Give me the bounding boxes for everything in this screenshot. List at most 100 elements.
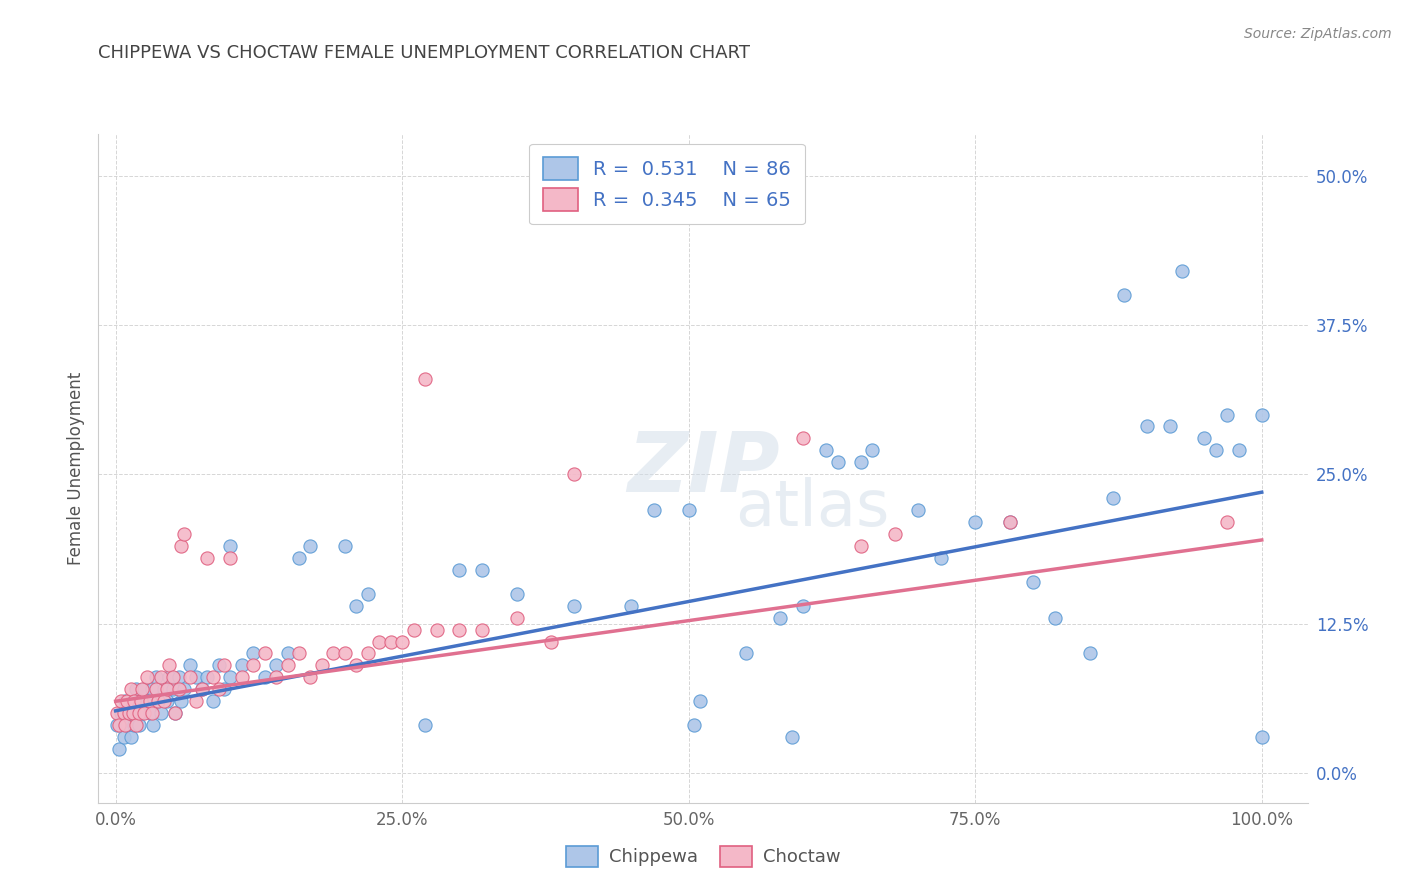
Point [1194,432,1216,446]
Point [108,718,131,732]
Point [127,706,149,721]
Point [184,670,207,684]
Point [128,706,150,721]
Point [1250,408,1272,422]
Point [449,563,471,577]
Point [620,599,643,613]
Point [277,647,299,661]
Point [402,623,425,637]
Point [179,670,201,684]
Point [1205,443,1227,458]
Point [105,718,128,732]
Point [219,539,242,553]
Point [1227,443,1250,458]
Point [179,658,201,673]
Point [449,623,471,637]
Point [827,455,849,469]
Point [162,670,184,684]
Point [1170,264,1192,278]
Point [1045,610,1067,624]
Point [253,647,276,661]
Point [120,730,142,744]
Point [125,718,148,732]
Point [162,682,184,697]
Point [145,670,167,684]
Point [1216,515,1239,529]
Point [322,647,344,661]
Point [214,682,236,697]
Point [299,539,322,553]
Point [195,670,218,684]
Point [242,658,264,673]
Point [195,550,218,565]
Point [120,682,142,697]
Point [142,718,165,732]
Text: Source: ZipAtlas.com: Source: ZipAtlas.com [1244,27,1392,41]
Point [152,694,174,708]
Point [105,706,128,721]
Point [112,730,135,744]
Point [769,610,792,624]
Point [425,623,447,637]
Point [129,694,152,708]
Point [368,634,391,648]
Text: atlas: atlas [735,477,889,540]
Point [357,587,380,601]
Point [1021,574,1043,589]
Point [391,634,413,648]
Point [689,694,711,708]
Point [288,647,311,661]
Point [159,670,181,684]
Point [208,682,231,697]
Point [413,372,436,386]
Point [849,539,872,553]
Point [170,539,193,553]
Point [562,467,585,482]
Point [333,539,356,553]
Point [357,647,380,661]
Point [122,694,145,708]
Point [134,682,156,697]
Point [1136,419,1159,434]
Point [506,610,529,624]
Point [380,634,402,648]
Point [231,658,253,673]
Point [277,658,299,673]
Point [860,443,883,458]
Point [540,634,562,648]
Point [139,694,162,708]
Point [173,527,195,541]
Point [139,706,162,721]
Point [156,682,179,697]
Point [998,515,1021,529]
Point [129,694,152,708]
Point [115,718,138,732]
Point [170,694,193,708]
Point [311,658,333,673]
Point [156,694,179,708]
Point [643,503,665,517]
Point [242,647,264,661]
Point [506,587,529,601]
Point [131,682,153,697]
Point [146,694,169,708]
Point [115,694,138,708]
Point [219,550,242,565]
Point [145,682,167,697]
Point [131,706,153,721]
Point [1101,491,1123,505]
Point [333,647,356,661]
Point [344,599,367,613]
Point [134,706,156,721]
Point [792,432,814,446]
Point [141,706,163,721]
Point [1078,647,1101,661]
Point [167,682,190,697]
Point [264,658,287,673]
Point [202,694,225,708]
Point [114,694,136,708]
Point [112,706,135,721]
Point [173,682,195,697]
Point [849,455,872,469]
Point [299,670,322,684]
